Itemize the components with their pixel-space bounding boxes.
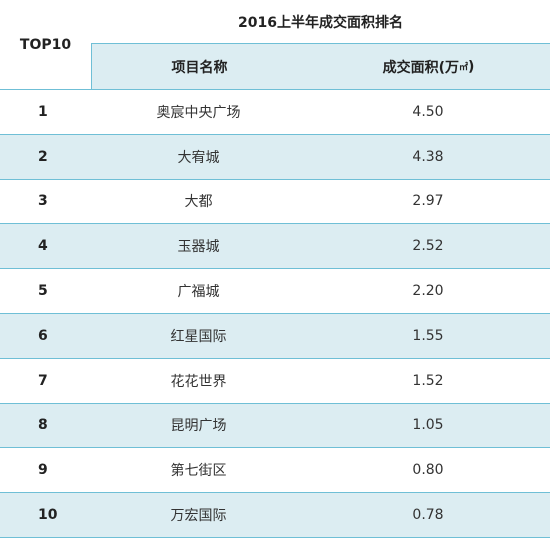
- project-name-cell: 万宏国际: [170, 508, 227, 525]
- project-name-cell: 红星国际: [170, 328, 227, 345]
- column-header-area-label: 成交面积(万: [382, 59, 459, 76]
- rank-cell: 4: [38, 238, 48, 255]
- area-cell: 0.80: [412, 462, 444, 479]
- area-cell: 1.55: [412, 327, 444, 344]
- rank-cell: 9: [38, 462, 48, 479]
- table-row: 2 大宥城 4.38: [0, 134, 550, 180]
- column-header-area-close: ): [468, 58, 475, 75]
- table-row: 1 奥宸中央广场 4.50: [0, 90, 550, 135]
- rank-cell: 10: [38, 507, 58, 524]
- rank-cell: 1: [38, 103, 48, 120]
- table-row: 6 红星国际 1.55: [0, 313, 550, 359]
- header-divider: [0, 89, 550, 90]
- area-cell: 4.38: [412, 148, 444, 165]
- table-title: 2016上半年成交面积排名: [91, 0, 550, 44]
- table-row: 3 大都 2.97: [0, 180, 550, 225]
- area-cell: 4.50: [412, 103, 444, 120]
- rank-cell: 8: [38, 417, 48, 434]
- rank-cell: 3: [38, 193, 48, 210]
- project-name-cell: 花花世界: [170, 373, 227, 390]
- rank-cell: 5: [38, 283, 48, 300]
- column-header-area-unit: ㎡: [458, 63, 468, 73]
- area-cell: 1.05: [412, 417, 444, 434]
- area-cell: 2.97: [412, 193, 444, 210]
- table-row: 5 广福城 2.20: [0, 269, 550, 314]
- project-name-cell: 大都: [184, 194, 213, 211]
- table-row: 8 昆明广场 1.05: [0, 403, 550, 449]
- table-row: 4 玉器城 2.52: [0, 224, 550, 270]
- table-row: 10 万宏国际 0.78: [0, 493, 550, 538]
- project-name-cell: 大宥城: [177, 149, 220, 166]
- table-row: 9 第七街区 0.80: [0, 448, 550, 494]
- rank-cell: 6: [38, 327, 48, 344]
- area-cell: 1.52: [412, 372, 444, 389]
- column-header-project-name: 项目名称: [171, 59, 228, 76]
- top10-label: TOP10: [19, 36, 72, 53]
- project-name-cell: 奥宸中央广场: [156, 104, 241, 121]
- project-name-cell: 玉器城: [177, 239, 220, 256]
- table-body: 1 奥宸中央广场 4.50 2 大宥城 4.38 3 大都 2.97 4 玉器城…: [0, 90, 550, 538]
- project-name-cell: 昆明广场: [170, 418, 227, 435]
- project-name-cell: 第七街区: [170, 463, 227, 480]
- rank-cell: 7: [38, 372, 48, 389]
- area-cell: 0.78: [412, 507, 444, 524]
- area-cell: 2.52: [412, 238, 444, 255]
- rank-cell: 2: [38, 148, 48, 165]
- project-name-cell: 广福城: [177, 284, 220, 301]
- table-row: 7 花花世界 1.52: [0, 359, 550, 404]
- area-cell: 2.20: [412, 283, 444, 300]
